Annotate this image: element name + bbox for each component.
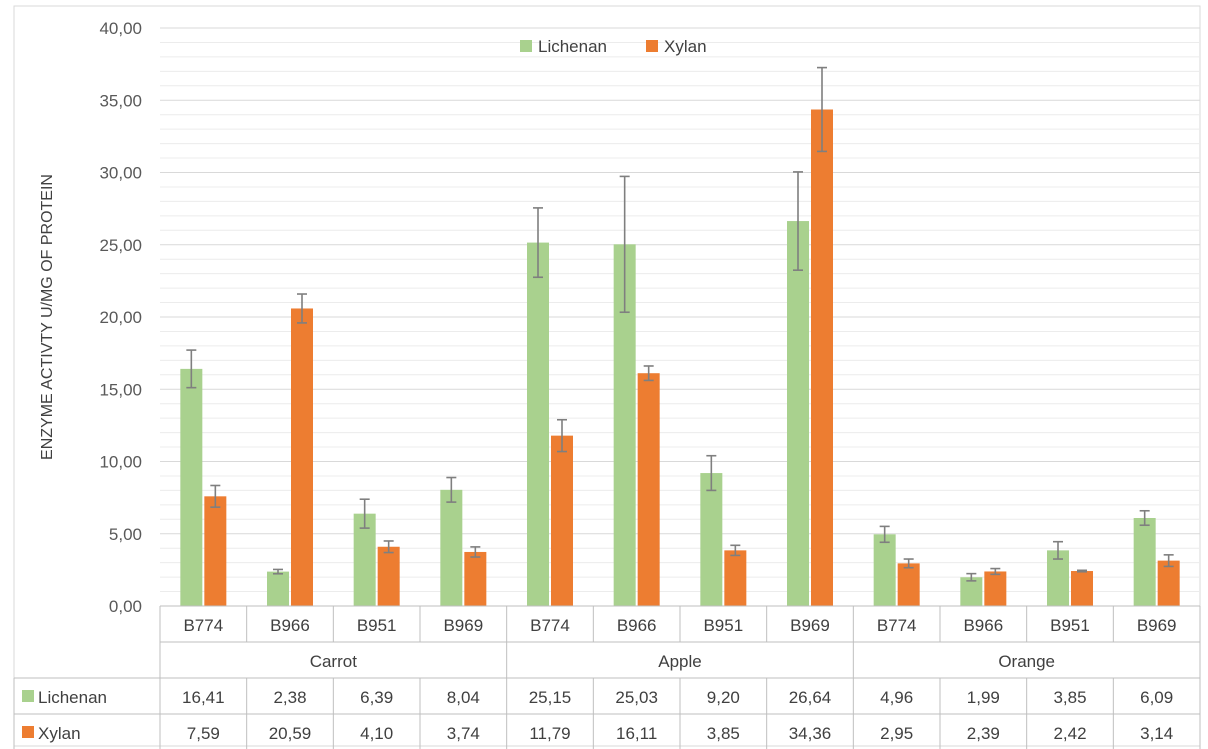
- strain-label: B966: [963, 616, 1003, 635]
- data-label-xylan: 16,11: [616, 724, 657, 743]
- data-label-xylan: 2,95: [880, 724, 913, 743]
- y-tick-label: 5,00: [109, 525, 142, 544]
- legend-label-lichenan: Lichenan: [538, 37, 607, 56]
- strain-label: B966: [270, 616, 310, 635]
- data-label-lichenan: 4,96: [880, 688, 913, 707]
- strain-label: B951: [703, 616, 743, 635]
- data-label-lichenan: 2,38: [273, 688, 306, 707]
- y-axis-title: ENZYME ACTIVTY U/MG OF PROTEIN: [39, 174, 56, 460]
- bar-xylan: [1157, 560, 1180, 606]
- data-label-xylan: 7,59: [187, 724, 220, 743]
- bar-xylan: [377, 546, 400, 606]
- bar-xylan: [984, 571, 1007, 606]
- table-series-name: Xylan: [38, 724, 81, 743]
- data-label-xylan: 2,39: [967, 724, 1000, 743]
- y-tick-label: 20,00: [99, 308, 142, 327]
- bar-xylan: [464, 551, 487, 606]
- bar-lichenan: [353, 513, 376, 606]
- strain-label: B966: [617, 616, 657, 635]
- strain-label: B951: [357, 616, 397, 635]
- bar-lichenan: [700, 473, 723, 606]
- bar-lichenan: [527, 242, 549, 606]
- strain-label: B774: [530, 616, 570, 635]
- strain-label: B774: [183, 616, 223, 635]
- bar-xylan: [811, 109, 833, 607]
- data-label-xylan: 20,59: [269, 724, 312, 743]
- legend-swatch-lichenan: [520, 40, 532, 52]
- chart-frame: [13, 5, 1201, 747]
- data-label-xylan: 3,85: [707, 724, 740, 743]
- bar-xylan: [204, 496, 227, 606]
- bar-lichenan: [1047, 550, 1069, 606]
- strain-label: B969: [1137, 616, 1177, 635]
- table-legend-key-lichenan: [22, 690, 34, 702]
- y-tick-label: 15,00: [99, 380, 142, 399]
- bar-xylan: [637, 373, 660, 606]
- bar-lichenan: [267, 571, 289, 606]
- data-label-xylan: 3,14: [1140, 724, 1173, 743]
- data-label-xylan: 3,74: [447, 724, 480, 743]
- y-tick-label: 0,00: [109, 597, 142, 616]
- bar-lichenan: [180, 368, 203, 606]
- y-tick-label: 40,00: [99, 19, 142, 38]
- data-label-lichenan: 3,85: [1053, 688, 1086, 707]
- bar-xylan: [551, 435, 573, 606]
- strain-label: B969: [790, 616, 830, 635]
- group-label: Orange: [998, 652, 1055, 671]
- group-label: Carrot: [310, 652, 358, 671]
- data-label-xylan: 4,10: [360, 724, 393, 743]
- bar-xylan: [1071, 571, 1093, 606]
- data-label-lichenan: 6,39: [360, 688, 393, 707]
- y-tick-label: 10,00: [99, 453, 142, 472]
- y-tick-label: 25,00: [99, 236, 142, 255]
- strain-label: B969: [443, 616, 483, 635]
- bar-xylan: [724, 550, 747, 606]
- bar-lichenan: [1133, 517, 1156, 606]
- data-label-lichenan: 8,04: [447, 688, 480, 707]
- data-label-lichenan: 9,20: [707, 688, 740, 707]
- legend-swatch-xylan: [646, 40, 658, 52]
- strain-label: B951: [1050, 616, 1090, 635]
- bar-lichenan: [960, 577, 983, 606]
- data-label-xylan: 2,42: [1053, 724, 1086, 743]
- table-series-name: Lichenan: [38, 688, 107, 707]
- group-label: Apple: [658, 652, 701, 671]
- bar-lichenan: [873, 534, 896, 606]
- strain-label: B774: [877, 616, 917, 635]
- data-label-xylan: 11,79: [529, 724, 570, 743]
- bar-lichenan: [440, 489, 463, 606]
- bar-lichenan: [613, 244, 636, 606]
- data-label-lichenan: 16,41: [182, 688, 225, 707]
- bar-xylan: [291, 308, 313, 606]
- data-label-lichenan: 25,03: [615, 688, 658, 707]
- data-label-lichenan: 6,09: [1140, 688, 1173, 707]
- data-label-lichenan: 26,64: [789, 688, 832, 707]
- data-label-lichenan: 1,99: [967, 688, 1000, 707]
- y-tick-label: 35,00: [99, 91, 142, 110]
- y-tick-label: 30,00: [99, 164, 142, 183]
- table-legend-key-xylan: [22, 726, 34, 738]
- bar-lichenan: [787, 221, 809, 606]
- data-label-xylan: 34,36: [789, 724, 832, 743]
- bar-xylan: [897, 563, 920, 606]
- legend-label-xylan: Xylan: [664, 37, 707, 56]
- data-label-lichenan: 25,15: [529, 688, 572, 707]
